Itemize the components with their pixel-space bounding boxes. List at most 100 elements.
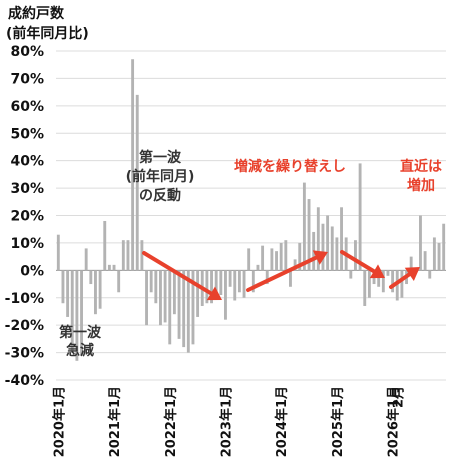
bar xyxy=(135,94,139,271)
bar xyxy=(279,242,283,271)
bar xyxy=(391,270,395,293)
x-tick-label: 2026年1月 xyxy=(386,386,402,457)
y-tick-label: -40% xyxy=(5,373,44,389)
bar xyxy=(437,242,441,271)
bar xyxy=(419,215,422,271)
bar xyxy=(163,270,167,323)
y-tick-label: -10% xyxy=(5,291,44,307)
bar xyxy=(94,270,97,315)
bar xyxy=(159,270,162,326)
bar xyxy=(409,256,413,271)
bar xyxy=(247,248,251,271)
bar xyxy=(210,270,213,304)
bar xyxy=(381,270,385,293)
bar xyxy=(386,270,390,276)
x-tick-label: 2024年1月 xyxy=(274,386,290,457)
y-tick-label: 50% xyxy=(10,126,44,142)
bar xyxy=(298,242,302,271)
bar xyxy=(186,270,190,353)
bars xyxy=(56,59,446,361)
bar xyxy=(442,223,446,271)
x-axis-ticks: 2020年1月 2021年1月 2022年1月 2023年1月 2024年1月 2025年… xyxy=(51,386,406,457)
y-axis-title: 成約戸数 (前年同月比) xyxy=(6,5,89,42)
y-axis-ticks: 80% 70% 60% 50% 40% 30% 20% 10% 0% -10% -20% -30% -4… xyxy=(5,44,44,389)
bar xyxy=(196,270,200,317)
bar xyxy=(103,220,107,271)
bar xyxy=(140,240,144,271)
trend-arrow xyxy=(389,267,420,289)
bar xyxy=(293,259,297,271)
bar xyxy=(145,270,148,326)
x-tick-label: 2022年1月 xyxy=(163,386,179,457)
bar xyxy=(219,270,223,296)
bar xyxy=(330,226,334,271)
y-tick-label: 60% xyxy=(10,99,44,115)
bar xyxy=(428,270,432,279)
bar xyxy=(107,264,111,271)
x-tick-label: 2月 xyxy=(391,386,406,408)
bar xyxy=(395,270,399,301)
x-tick-label: 2023年1月 xyxy=(218,386,234,457)
bar xyxy=(149,270,153,293)
bar xyxy=(256,264,260,271)
bar xyxy=(205,270,209,304)
bar xyxy=(84,248,88,271)
bar xyxy=(117,270,121,293)
x-tick-label: 2021年1月 xyxy=(107,386,123,457)
bar xyxy=(177,270,181,339)
bar xyxy=(316,207,320,271)
annotation-text: 急減 xyxy=(66,342,94,359)
bar xyxy=(191,270,195,345)
bar xyxy=(242,270,246,298)
bar xyxy=(349,270,353,279)
bar xyxy=(367,270,371,298)
trend-arrow xyxy=(246,250,328,292)
bar xyxy=(321,223,325,271)
x-tick-label: 2020年1月 xyxy=(51,386,67,457)
annotation-text: (前年同月) xyxy=(126,168,195,185)
annotation-text: 増減を繰り替えし xyxy=(234,158,346,175)
bar xyxy=(56,234,60,271)
bar xyxy=(154,270,158,304)
annotation-text: の反動 xyxy=(139,187,181,204)
bar xyxy=(126,240,130,271)
y-tick-label: 20% xyxy=(10,209,44,225)
bar xyxy=(224,270,227,320)
bar xyxy=(168,270,172,345)
annotation-text: 直近は xyxy=(400,158,442,175)
bar xyxy=(121,240,125,271)
y-tick-label: 30% xyxy=(10,181,44,197)
bar xyxy=(335,237,339,271)
bar xyxy=(131,59,135,271)
y-tick-label: 70% xyxy=(10,71,44,87)
trend-arrow xyxy=(142,251,222,301)
bar xyxy=(275,251,278,271)
bar xyxy=(61,270,65,304)
y-tick-label: -20% xyxy=(5,318,44,334)
bar xyxy=(233,270,237,301)
bar xyxy=(284,240,288,271)
bar xyxy=(265,270,269,285)
bar xyxy=(89,270,93,285)
bar xyxy=(340,207,343,271)
bar xyxy=(302,182,306,271)
bar xyxy=(363,270,367,306)
bar xyxy=(80,270,83,356)
annotation-text: 第一波 xyxy=(59,324,102,341)
bar xyxy=(326,215,330,271)
gridlines xyxy=(56,50,446,381)
bar xyxy=(75,270,79,361)
bar xyxy=(98,270,102,309)
bar xyxy=(172,270,176,315)
bar xyxy=(432,237,436,271)
bar xyxy=(354,240,357,271)
y-tick-label: 0% xyxy=(20,263,44,279)
y-tick-label: -30% xyxy=(5,346,44,362)
trend-arrows xyxy=(142,250,420,301)
bar xyxy=(377,270,381,287)
y-tick-label: 10% xyxy=(10,236,44,252)
bar xyxy=(112,264,116,271)
bar xyxy=(270,248,274,271)
bar xyxy=(70,270,74,353)
